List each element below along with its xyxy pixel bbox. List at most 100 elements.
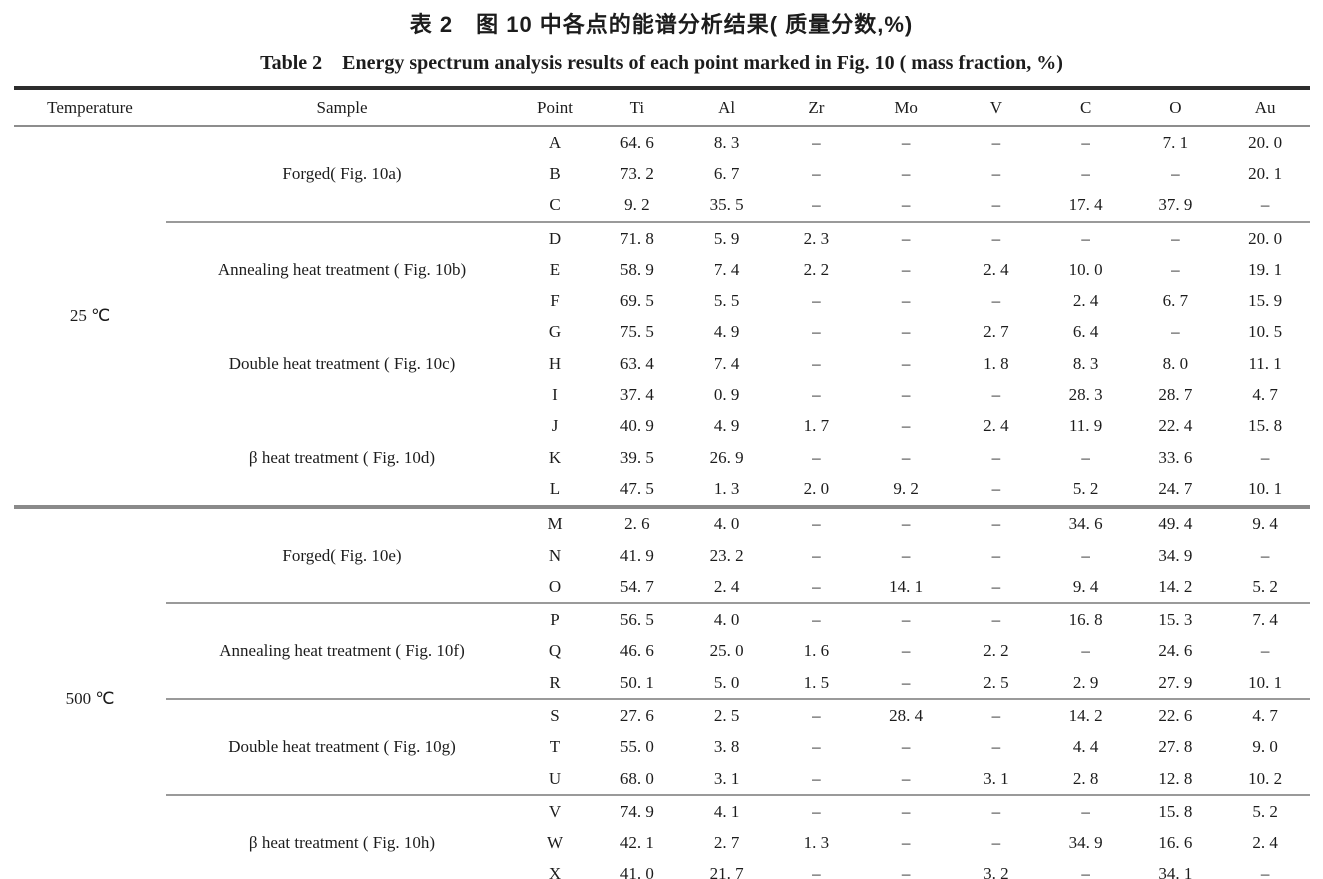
value-cell: 3. 2 [983, 864, 1009, 879]
value-cell: 42. 1 [619, 833, 654, 853]
value-cell: 71. 8 [592, 220, 682, 255]
value-cell: 33. 6 [1158, 447, 1193, 467]
value-cell: 6. 7 [713, 163, 740, 183]
value-cell: 17. 4 [1068, 195, 1103, 215]
value-cell: 10. 2 [1248, 768, 1283, 788]
value-cell: 4. 1 [681, 794, 772, 828]
value-cell: – [771, 698, 862, 732]
value-cell: 15. 9 [1248, 291, 1283, 311]
value-cell: 2. 4 [1072, 291, 1099, 311]
value-cell: 46. 6 [619, 641, 654, 661]
value-cell: 41. 0 [619, 864, 654, 879]
value-cell: – [951, 698, 1041, 732]
value-cell: 2. 8 [1072, 768, 1099, 788]
value-cell: 7. 4 [713, 353, 740, 373]
value-cell: – [812, 132, 821, 152]
value-cell: 2. 9 [1072, 672, 1099, 692]
value-cell: – [812, 353, 821, 373]
col-header-v: V [951, 88, 1041, 127]
value-cell: – [1040, 794, 1131, 828]
value-cell: – [991, 833, 1001, 853]
value-cell: – [861, 504, 951, 540]
value-cell: 2. 7 [713, 833, 740, 853]
value-cell: 68. 0 [619, 768, 654, 788]
value-cell: – [1260, 447, 1270, 467]
value-cell: – [812, 195, 821, 215]
table-row: β heat treatment ( Fig. 10h) V 74. 9 4. 1– –… [14, 794, 1310, 879]
value-cell: 5. 2 [1252, 576, 1278, 596]
value-cell: 2. 5 [983, 672, 1009, 692]
value-cell: 35. 5 [709, 195, 744, 215]
point-cell: X [548, 864, 562, 879]
value-cell: – [812, 737, 821, 757]
value-cell: – [812, 322, 821, 342]
table-row: L 47. 5 1. 3 2. 0 9. 2 – 5. 2 24. 7 10. 1 [14, 473, 1310, 506]
value-cell: – [951, 794, 1041, 828]
value-cell: – [991, 163, 1001, 183]
value-cell: 15. 8 [1130, 794, 1221, 828]
sample-cell: β heat treatment ( Fig. 10d) [248, 447, 436, 467]
energy-spectrum-table: Temperature Sample Point Ti Al Zr Mo V C… [14, 86, 1310, 879]
value-cell: – [1081, 447, 1090, 467]
value-cell: 4. 0 [681, 504, 772, 540]
value-cell: 10. 1 [1248, 478, 1283, 498]
value-cell: – [951, 220, 1041, 255]
value-cell: 23. 2 [709, 545, 744, 565]
value-cell: 2. 4 [983, 416, 1009, 436]
value-cell: – [861, 220, 951, 255]
value-cell: 37. 4 [619, 385, 654, 405]
sample-cell: Forged( Fig. 10e) [166, 504, 518, 604]
value-cell: – [901, 737, 911, 757]
value-cell: 4. 7 [1220, 698, 1310, 732]
value-cell: – [991, 447, 1001, 467]
value-cell: – [1171, 259, 1180, 279]
value-cell: 74. 9 [592, 794, 682, 828]
col-header-zr: Zr [771, 88, 862, 127]
col-header-o: O [1130, 88, 1221, 127]
value-cell: – [812, 291, 821, 311]
value-cell: – [812, 768, 821, 788]
value-cell: – [991, 545, 1001, 565]
point-cell: R [549, 672, 561, 692]
value-cell: – [812, 447, 821, 467]
table-body: 25 ℃ Forged( Fig. 10a) A 64. 6 8. 3 – – – – 7. 1 2… [14, 126, 1310, 879]
value-cell: 7. 1 [1162, 132, 1189, 152]
value-cell: 11. 9 [1068, 416, 1103, 436]
point-cell: P [518, 602, 592, 636]
value-cell: 2. 0 [803, 478, 830, 498]
table-row: H 63. 4 7. 4 – – 1. 8 8. 3 8. 0 11. 1 [14, 348, 1310, 379]
value-cell: – [1081, 163, 1090, 183]
table-row: K 39. 5 26. 9 – – – – 33. 6 – [14, 442, 1310, 473]
point-cell: J [551, 416, 559, 436]
value-cell: – [901, 864, 911, 879]
value-cell: 15. 3 [1130, 602, 1221, 636]
value-cell: 26. 9 [709, 447, 744, 467]
value-cell: 63. 4 [619, 353, 654, 373]
table-row: W 42. 1 2. 7 1. 3 – – 34. 9 16. 6 2. 4 [14, 828, 1310, 859]
value-cell: 16. 8 [1040, 602, 1131, 636]
value-cell: – [901, 195, 911, 215]
value-cell: 1. 8 [983, 353, 1009, 373]
value-cell: 4. 9 [713, 416, 740, 436]
value-cell: – [901, 545, 911, 565]
value-cell: 0. 9 [713, 385, 740, 405]
point-cell: E [549, 259, 561, 279]
value-cell: – [991, 737, 1001, 757]
value-cell: – [771, 602, 862, 636]
value-cell: 9. 4 [1220, 504, 1310, 540]
value-cell: – [901, 447, 911, 467]
temperature-cell: 25 ℃ [69, 305, 111, 325]
value-cell: 73. 2 [619, 163, 654, 183]
value-cell: 28. 7 [1158, 385, 1193, 405]
value-cell: – [901, 672, 911, 692]
value-cell: 54. 7 [619, 576, 654, 596]
value-cell: 8. 0 [1162, 353, 1189, 373]
value-cell: – [991, 132, 1001, 152]
table-row: F 69. 5 5. 5 – – – 2. 4 6. 7 15. 9 [14, 285, 1310, 316]
col-header-al: Al [681, 88, 772, 127]
value-cell: – [812, 545, 821, 565]
value-cell: 2. 4 [713, 576, 740, 596]
value-cell: – [951, 504, 1041, 540]
point-cell: M [518, 504, 592, 540]
